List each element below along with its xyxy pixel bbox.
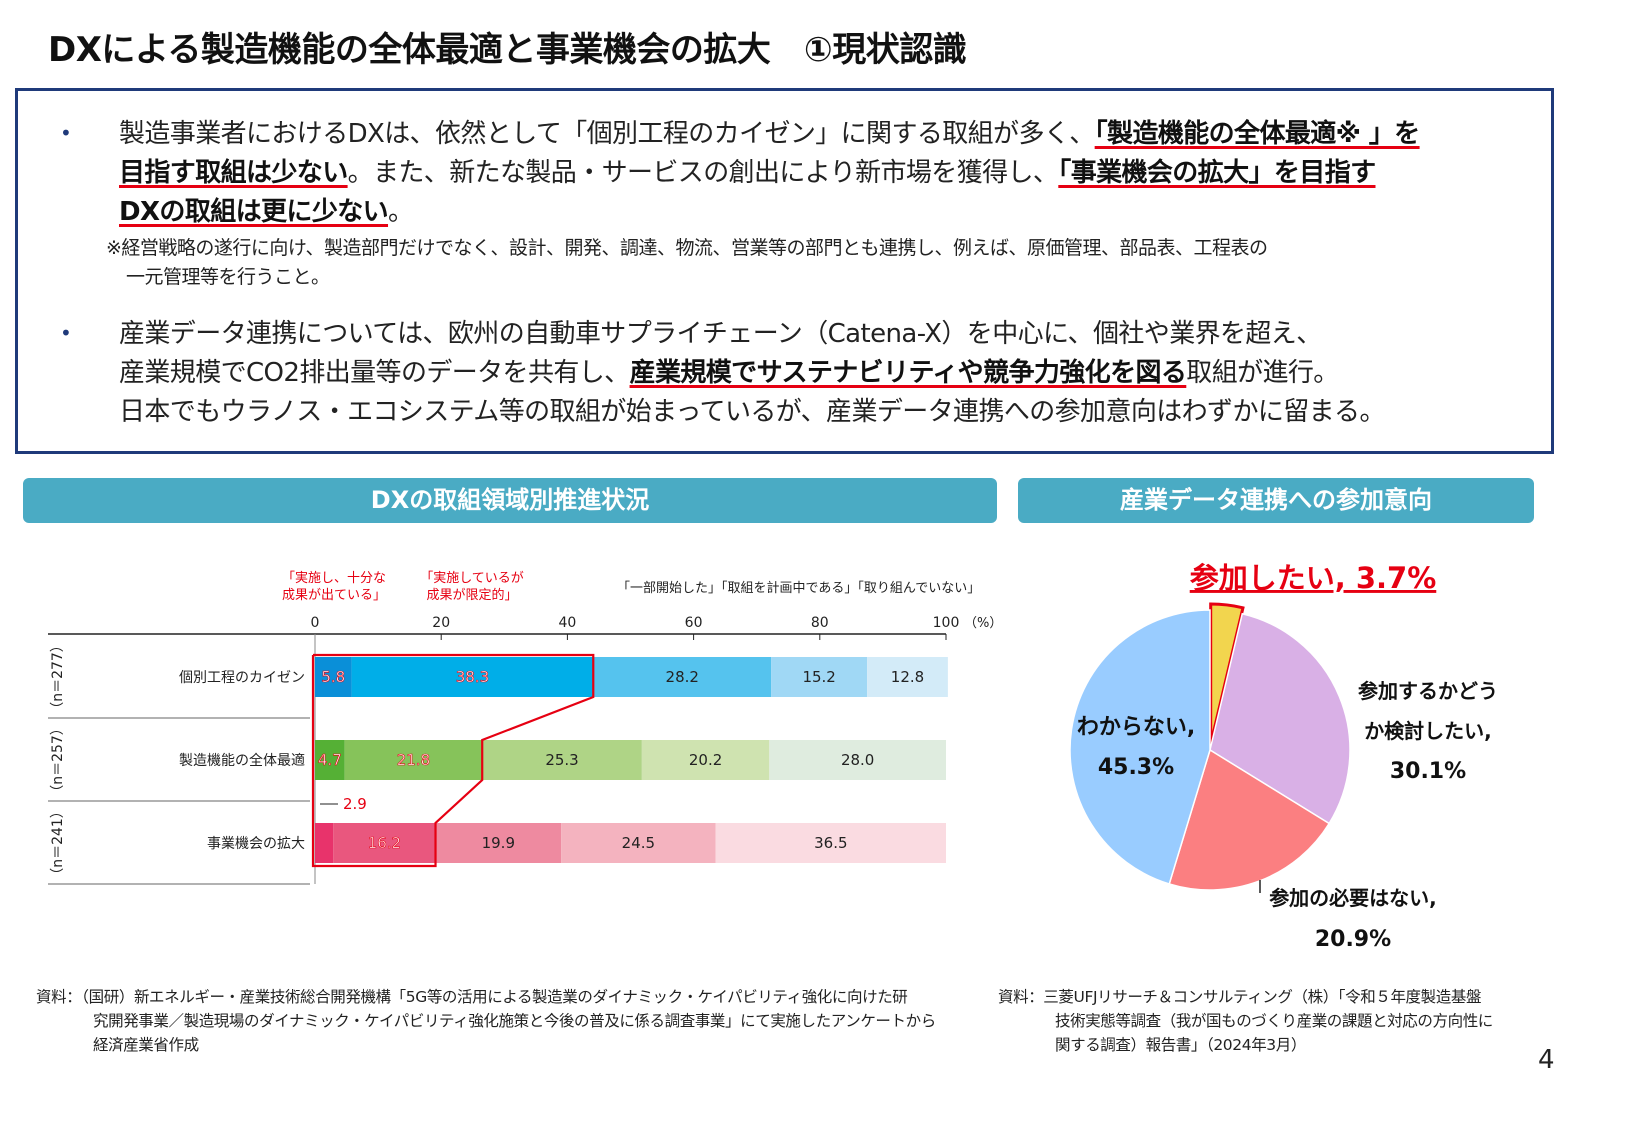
bar-chart: 「実施し、十分な 成果が出ている」 「実施しているが 成果が限定的」 「一部開始… bbox=[48, 570, 1002, 885]
n-label: （n＝241） bbox=[50, 804, 66, 882]
n-label: （n＝277） bbox=[50, 638, 66, 716]
bar-segment bbox=[561, 823, 716, 863]
emphasis: 産業規模でサステナビリティや競争力強化を図る bbox=[629, 358, 1187, 388]
value-label: 12.8 bbox=[891, 668, 924, 686]
legend-label: 「実施し、十分な bbox=[282, 570, 386, 586]
bar-segment bbox=[771, 657, 868, 697]
x-tick-label: 40 bbox=[558, 615, 576, 631]
n-label: （n＝257） bbox=[50, 721, 66, 799]
source-line: 資料：（国研）新エネルギー・産業技術総合開発機構「5G等の活用による製造業のダイ… bbox=[36, 988, 908, 1006]
legend-label: 「一部開始した」「取組を計画中である」「取り組んでいない」 bbox=[617, 580, 980, 596]
value-label: 25.3 bbox=[545, 751, 578, 769]
value-label: 38.3 bbox=[456, 668, 489, 686]
highlight-outline bbox=[311, 653, 595, 868]
value-label: 15.2 bbox=[802, 668, 835, 686]
text: 製造事業者におけるDXは、依然として「個別工程のカイゼン」に関する取組が多く、 bbox=[119, 119, 1095, 149]
pie-label-consider: 参加するかどう bbox=[1358, 679, 1498, 703]
source-line: 経済産業省作成 bbox=[93, 1036, 199, 1054]
pie-label-unnecessary: 参加の必要はない, bbox=[1269, 886, 1437, 910]
pie-label-consider: か検討したい, bbox=[1364, 719, 1492, 743]
summary-line: 産業データ連携については、欧州の自動車サプライチェーン（Catena-X）を中心… bbox=[119, 319, 1322, 349]
page-number: 4 bbox=[1538, 1045, 1555, 1075]
bar-segment bbox=[769, 740, 946, 780]
value-label: 28.2 bbox=[666, 668, 699, 686]
x-tick-label: 60 bbox=[685, 615, 703, 631]
footnote: ※経営戦略の遂行に向け、製造部門だけでなく、設計、開発、調達、物流、営業等の部門… bbox=[106, 237, 1268, 259]
source-line: 関する調査）報告書」（2024年3月） bbox=[1055, 1036, 1306, 1054]
summary-line: 目指す取組は少ない。また、新たな製品・サービスの創出により新市場を獲得し、「事業… bbox=[119, 152, 1376, 189]
value-label: 19.9 bbox=[482, 834, 515, 852]
text: 。 bbox=[388, 197, 414, 227]
bar-segment bbox=[482, 740, 642, 780]
emphasis: 目指す取組は少ない bbox=[119, 158, 348, 188]
legend-label: 成果が限定的」 bbox=[426, 587, 517, 603]
source-left: 資料：（国研）新エネルギー・産業技術総合開発機構「5G等の活用による製造業のダイ… bbox=[36, 985, 956, 1057]
x-tick-label: 0 bbox=[311, 615, 320, 631]
value-label: 16.2 bbox=[368, 834, 401, 852]
bar-segment bbox=[315, 823, 334, 863]
source-right: 資料：三菱UFJリサーチ＆コンサルティング（株）「令和５年度製造基盤 技術実態等… bbox=[998, 985, 1558, 1057]
bar-segment bbox=[641, 740, 770, 780]
bar-segment bbox=[344, 740, 483, 780]
text: 産業規模でCO2排出量等のデータを共有し、 bbox=[119, 358, 630, 388]
bar-chart-header: DXの取組領域別推進状況 bbox=[23, 478, 997, 523]
pie-label-unknown: 45.3% bbox=[1098, 755, 1174, 780]
category-label: 製造機能の全体最適 bbox=[179, 752, 305, 769]
bar-segment bbox=[715, 823, 946, 863]
pie-label-consider: 30.1% bbox=[1390, 759, 1466, 784]
x-tick-label: 100 bbox=[933, 615, 960, 631]
pie-label-join: 参加したい, 3.7% bbox=[1190, 561, 1437, 595]
legend-label: 「実施しているが bbox=[420, 570, 524, 586]
source-line: 究開発事業／製造現場のダイナミック・ケイパビリティ強化施策と今後の普及に係る調査… bbox=[93, 1012, 936, 1030]
bar-segment bbox=[593, 657, 772, 697]
bar-segment bbox=[867, 657, 948, 697]
summary-line: DXの取組は更に少ない。 bbox=[119, 191, 414, 228]
summary-line: 製造事業者におけるDXは、依然として「個別工程のカイゼン」に関する取組が多く、「… bbox=[119, 113, 1420, 150]
source-line: 資料：三菱UFJリサーチ＆コンサルティング（株）「令和５年度製造基盤 bbox=[998, 988, 1482, 1006]
text: 取組が進行。 bbox=[1186, 358, 1339, 388]
emphasis: 「製造機能の全体最適※ 」を bbox=[1094, 119, 1421, 149]
source-line: 技術実態等調査（我が国ものづくり産業の課題と対応の方向性に bbox=[1055, 1012, 1493, 1030]
bar-segment bbox=[333, 823, 436, 863]
emphasis: 「事業機会の拡大」を目指す bbox=[1058, 158, 1376, 188]
value-label: 36.5 bbox=[814, 834, 847, 852]
bullet: • bbox=[60, 121, 72, 145]
text: 。また、新たな製品・サービスの創出により新市場を獲得し、 bbox=[347, 158, 1059, 188]
pie-chart-header: 産業データ連携への参加意向 bbox=[1018, 478, 1534, 523]
value-label: 21.8 bbox=[397, 751, 430, 769]
value-label: 4.7 bbox=[318, 751, 342, 769]
pie-label-unknown: わからない, bbox=[1077, 715, 1195, 740]
page-title: DXによる製造機能の全体最適と事業機会の拡大 ①現状認識 bbox=[48, 30, 967, 70]
value-label: 5.8 bbox=[321, 668, 345, 686]
bar-segment bbox=[315, 657, 352, 697]
summary-line: 日本でもウラノス・エコシステム等の取組が始まっているが、産業データ連携への参加意… bbox=[119, 397, 1385, 427]
footnote: 一元管理等を行うこと。 bbox=[126, 266, 330, 288]
category-label: 事業機会の拡大 bbox=[207, 836, 305, 852]
pie-slice bbox=[1209, 602, 1245, 745]
pie-label-unnecessary: 20.9% bbox=[1315, 927, 1391, 952]
bar-segment bbox=[351, 657, 594, 697]
pie-chart: 参加したい, 3.7% 参加するかどう か検討したい, 30.1% 参加の必要は… bbox=[1069, 561, 1498, 952]
summary-line: 産業規模でCO2排出量等のデータを共有し、産業規模でサステナビリティや競争力強化… bbox=[119, 352, 1339, 389]
value-label: 28.0 bbox=[841, 751, 874, 769]
value-label: 24.5 bbox=[622, 834, 655, 852]
emphasis: DXの取組は更に少ない bbox=[119, 197, 389, 227]
bar-segment bbox=[315, 740, 345, 780]
bar-segment bbox=[435, 823, 562, 863]
axis-unit: （%） bbox=[964, 616, 1002, 631]
legend-label: 成果が出ている」 bbox=[282, 588, 386, 603]
value-label: 20.2 bbox=[689, 751, 722, 769]
category-label: 個別工程のカイゼン bbox=[179, 670, 305, 686]
summary-box: • 製造事業者におけるDXは、依然として「個別工程のカイゼン」に関する取組が多く… bbox=[15, 88, 1554, 454]
x-tick-label: 20 bbox=[432, 615, 450, 631]
bullet: • bbox=[60, 321, 72, 345]
value-label-callout: 2.9 bbox=[343, 795, 367, 813]
pie-slice bbox=[1069, 609, 1211, 885]
x-tick-label: 80 bbox=[811, 615, 829, 631]
